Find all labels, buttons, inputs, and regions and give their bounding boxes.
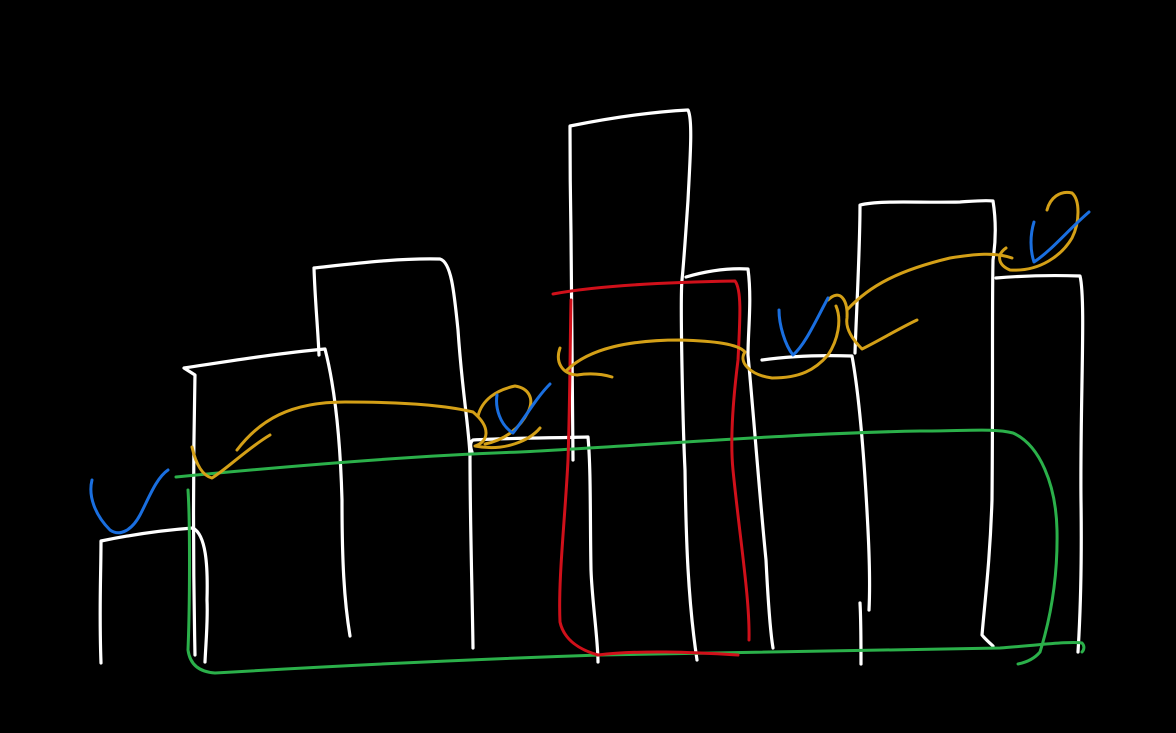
checkmark-icon [89, 468, 170, 535]
window-loop [174, 428, 1086, 675]
hop-1 [190, 400, 542, 480]
bar-4 [469, 435, 600, 664]
bar-9 [994, 274, 1085, 654]
checkmark-icon [1029, 210, 1091, 264]
bar-group [98, 108, 1085, 666]
highlight-loop [551, 279, 751, 657]
hop-5 [998, 190, 1080, 272]
bar-3 [312, 257, 475, 650]
bar-8 [853, 198, 997, 648]
green-window-outline [174, 428, 1086, 675]
blue-checkmarks [89, 210, 1091, 535]
bar-7 [760, 354, 872, 666]
checkmark-icon [495, 382, 552, 435]
bar-1 [98, 526, 209, 665]
bar-6 [684, 267, 775, 650]
bar-2 [182, 347, 352, 657]
hop-3 [556, 304, 841, 380]
bar-5 [568, 108, 699, 662]
gold-hop-arcs [190, 190, 1080, 480]
checkmark-icon [777, 296, 830, 357]
hop-4 [826, 252, 1014, 351]
red-highlight-box [551, 279, 751, 657]
